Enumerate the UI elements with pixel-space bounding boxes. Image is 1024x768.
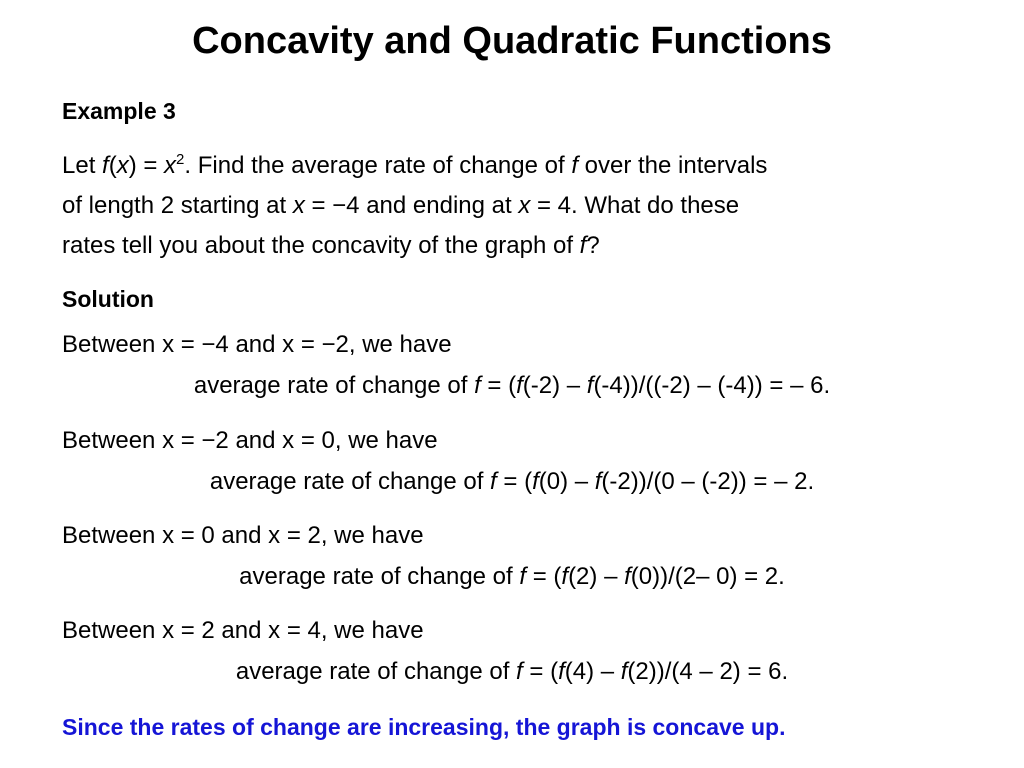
step-formula: average rate of change of f = (f(2) – f(…: [0, 563, 1024, 591]
text: f: [490, 468, 497, 495]
exponent: 2: [176, 151, 185, 168]
text: = (: [522, 658, 559, 685]
text: = (: [496, 468, 533, 495]
text: f: [558, 658, 565, 685]
text: f: [516, 658, 523, 685]
text: x: [116, 152, 129, 179]
text: over the intervals: [577, 152, 768, 179]
text: (-2))/(0 – (-2)) = – 2.: [601, 468, 815, 495]
text: (-4))/((-2) – (-4)) = – 6.: [593, 372, 831, 399]
text: average rate of change of: [239, 563, 520, 590]
text: (0) –: [538, 468, 595, 495]
step-formula: average rate of change of f = (f(4) – f(…: [0, 658, 1024, 686]
text: f: [586, 372, 594, 399]
text: (-2) –: [522, 372, 587, 399]
text: average rate of change of: [193, 372, 475, 399]
text: = 4. What do these: [530, 192, 740, 219]
text: of length 2 starting at: [62, 192, 293, 219]
text: (2))/(4 – 2) = 6.: [627, 658, 789, 685]
text: f: [624, 563, 631, 590]
text: f: [571, 152, 578, 179]
text: . Find the average rate of change of: [184, 152, 572, 179]
text: (4) –: [564, 658, 621, 685]
text: average rate of change of: [209, 468, 491, 495]
step-intro: Between x = −2 and x = 0, we have: [62, 427, 438, 454]
text: x: [164, 152, 177, 179]
problem-text: Let f(x) = x2. Find the average rate of …: [62, 140, 767, 266]
text: x: [518, 192, 531, 219]
text: average rate of change of: [235, 658, 517, 685]
text: (: [108, 152, 117, 179]
text: f: [594, 468, 602, 495]
step-intro: Between x = 2 and x = 4, we have: [62, 617, 424, 644]
text: = −4 and ending at: [304, 192, 519, 219]
step-intro: Between x = −4 and x = −2, we have: [62, 331, 452, 358]
text: ) =: [128, 152, 165, 179]
text: rates tell you about the concavity of th…: [62, 232, 580, 259]
text: f: [474, 372, 481, 399]
text: f: [519, 563, 527, 590]
text: ?: [586, 232, 600, 259]
step-formula: average rate of change of f = (f(0) – f(…: [0, 468, 1024, 496]
text: (0))/(2– 0) = 2.: [630, 563, 785, 590]
text: f: [532, 468, 539, 495]
conclusion: Since the rates of change are increasing…: [62, 714, 786, 740]
slide-title: Concavity and Quadratic Functions: [192, 20, 832, 62]
text: = (: [480, 372, 517, 399]
text: = (: [526, 563, 562, 590]
text: f: [620, 658, 628, 685]
text: f: [579, 232, 587, 259]
text: (2) –: [568, 563, 625, 590]
text: f: [102, 152, 109, 179]
text: f: [561, 563, 569, 590]
text: Let: [62, 152, 103, 179]
solution-heading: Solution: [62, 286, 154, 312]
step-formula: average rate of change of f = (f(-2) – f…: [0, 372, 1024, 400]
example-heading: Example 3: [62, 98, 176, 124]
step-intro: Between x = 0 and x = 2, we have: [62, 522, 424, 549]
text: f: [516, 372, 523, 399]
text: x: [292, 192, 305, 219]
